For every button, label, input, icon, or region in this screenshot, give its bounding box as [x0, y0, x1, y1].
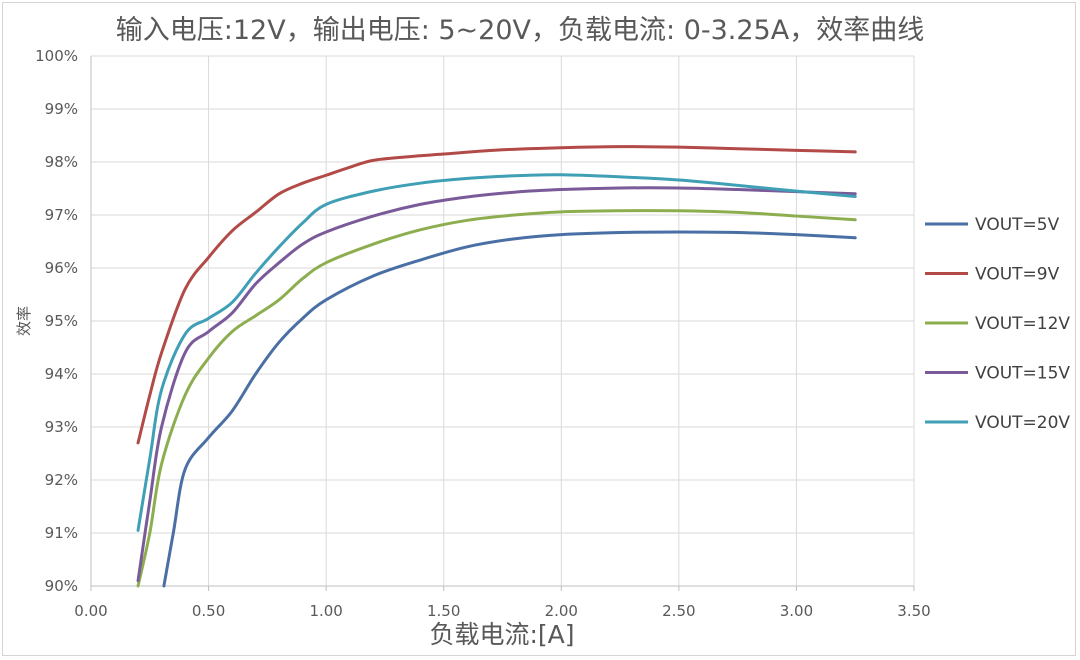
- x-tick-label: 3.50: [897, 602, 930, 620]
- y-tick-label: 97%: [45, 206, 78, 224]
- y-tick-label: 99%: [45, 100, 78, 118]
- x-tick-label: 2.50: [662, 602, 695, 620]
- x-tick-label: 1.50: [427, 602, 460, 620]
- series-line-vout-5v: [162, 230, 857, 588]
- y-tick-label: 93%: [45, 418, 78, 436]
- x-tick-label: 0.00: [74, 602, 107, 620]
- x-tick-label: 2.00: [545, 602, 578, 620]
- grid-lines: [91, 55, 915, 586]
- series-line-vout-15v: [136, 186, 857, 583]
- x-tick-label: 0.50: [192, 602, 225, 620]
- y-tick-label: 100%: [35, 47, 78, 65]
- series-line-vout-12v: [136, 209, 857, 588]
- legend-label: VOUT=5V: [975, 215, 1060, 235]
- y-tick-label: 94%: [45, 365, 78, 383]
- x-tick-label: 1.00: [309, 602, 342, 620]
- y-tick-label: 91%: [45, 524, 78, 542]
- tick-labels: 90% 91% 92% 93% 94% 95% 96% 97% 98% 99% 100% 0.00 0.…: [35, 47, 931, 620]
- series-line-vout-20v: [136, 173, 857, 532]
- chart-title: 输入电压:12V，输出电压: 5~20V，负载电流: 0-3.25A，效率曲线: [116, 15, 924, 46]
- y-tick-label: 92%: [45, 471, 78, 489]
- y-axis-label: 效率: [15, 306, 33, 336]
- y-tick-label: 98%: [45, 153, 78, 171]
- axes: [90, 56, 915, 591]
- y-tick-label: 95%: [45, 312, 78, 330]
- legend-label: VOUT=9V: [975, 265, 1060, 285]
- series-line-vout-9v: [136, 145, 857, 445]
- y-tick-label: 90%: [45, 577, 78, 595]
- x-axis-label: 负载电流:[A]: [429, 620, 574, 649]
- legend-label: VOUT=20V: [975, 413, 1070, 433]
- legend-label: VOUT=12V: [975, 314, 1070, 334]
- legend-label: VOUT=15V: [975, 364, 1070, 384]
- x-tick-label: 3.00: [780, 602, 813, 620]
- series-lines: [136, 145, 857, 588]
- y-tick-label: 96%: [45, 259, 78, 277]
- legend: VOUT=5V VOUT=9V VOUT=12V VOUT=15V VOUT=20V: [925, 215, 1070, 433]
